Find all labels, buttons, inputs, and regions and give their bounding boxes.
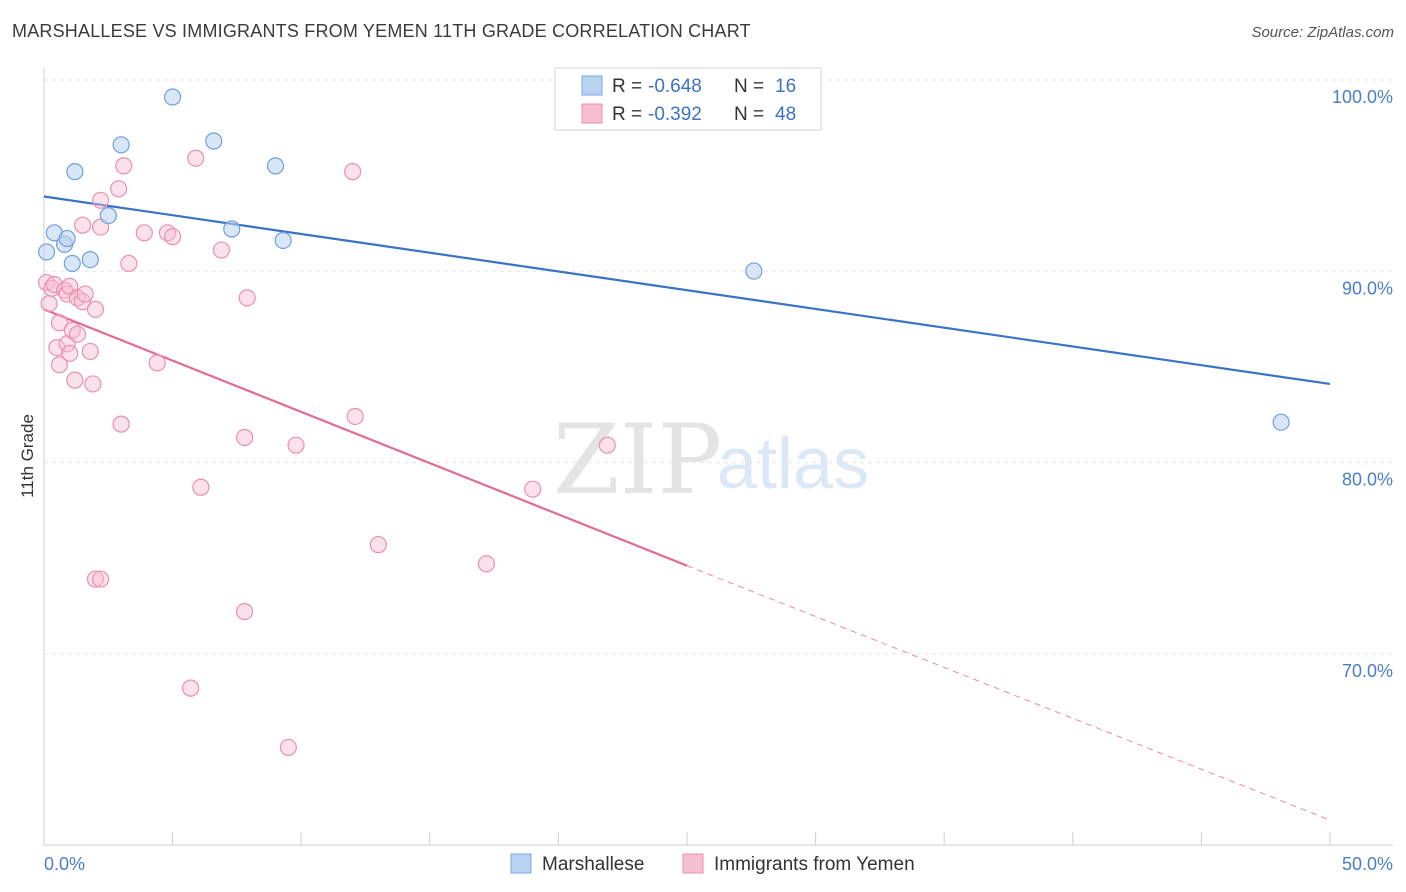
yemen-point-22 (86, 570, 105, 588)
stats-legend-n-value-2: 48 (775, 104, 796, 125)
yemen-point-40 (238, 289, 256, 307)
yemen-point-42 (287, 436, 305, 454)
watermark-atlas: atlas (717, 424, 869, 504)
y-tick-label-90: 90.0% (1342, 278, 1393, 298)
yemen-point-15 (68, 325, 87, 343)
yemen-point-19 (81, 342, 99, 361)
stats-legend-r-label-1: R = (612, 76, 642, 97)
marshallese-point-15 (1272, 413, 1290, 431)
chart-title: MARSHALLESE VS IMMIGRANTS FROM YEMEN 11T… (12, 21, 751, 41)
marshallese-point-4 (63, 254, 81, 273)
marshallese-point-10 (205, 132, 223, 150)
yemen-points (37, 149, 616, 757)
yemen-point-30 (135, 224, 153, 242)
yemen-point-44 (346, 407, 364, 426)
stats-legend-r-value-2: -0.392 (648, 104, 702, 125)
yemen-point-27 (112, 415, 130, 433)
marshallese-point-7 (99, 207, 117, 225)
x-tick-label-max: 50.0% (1342, 854, 1393, 874)
legend-label-yemen: Immigrants from Yemen (714, 854, 915, 875)
series-legend: Marshallese Immigrants from Yemen (510, 853, 915, 875)
marshallese-point-8 (112, 136, 130, 154)
trend-lines (43, 195, 1331, 821)
yemen-point-47 (524, 480, 542, 498)
yemen-point-37 (212, 241, 231, 259)
yemen-point-33 (164, 228, 182, 246)
yemen-point-16 (73, 216, 92, 234)
marshallese-point-14 (745, 262, 763, 280)
stats-legend-r-label-2: R = (612, 104, 642, 125)
watermark: ZIP atlas (553, 404, 869, 516)
legend-swatch-yemen (682, 853, 704, 874)
yemen-point-25 (91, 570, 110, 588)
yemen-point-1 (40, 295, 58, 313)
stats-legend-n-value-1: 16 (775, 76, 796, 97)
y-tick-label-70: 70.0% (1342, 661, 1393, 681)
yemen-point-6 (50, 356, 69, 374)
yemen-point-10 (61, 344, 79, 362)
watermark-zip: ZIP (553, 404, 722, 516)
marshallese-point-6 (81, 251, 99, 269)
chart-source: Source: ZipAtlas.com (1251, 24, 1394, 41)
marshallese-point-3 (58, 229, 76, 248)
yemen-point-46 (477, 555, 495, 573)
trend-line-marshallese (43, 195, 1331, 386)
yemen-point-24 (91, 191, 110, 209)
yemen-point-21 (86, 300, 105, 318)
yemen-point-41 (279, 738, 297, 757)
marshallese-point-11 (223, 220, 241, 238)
yemen-point-13 (66, 371, 84, 389)
marshallese-point-13 (274, 231, 292, 250)
yemen-point-18 (76, 285, 94, 303)
yemen-point-34 (182, 679, 200, 697)
yemen-point-43 (344, 163, 362, 181)
yemen-point-31 (148, 354, 166, 372)
yemen-point-26 (109, 180, 128, 198)
y-tick-label-100: 100.0% (1332, 87, 1393, 107)
marshallese-point-12 (266, 157, 285, 175)
marshallese-point-5 (66, 163, 84, 181)
legend-label-marshallese: Marshallese (542, 854, 644, 875)
yemen-point-29 (120, 254, 138, 273)
x-ticks (43, 832, 1331, 845)
trend-line-yemen (43, 308, 688, 567)
yemen-point-39 (236, 428, 254, 447)
x-tick-label-min: 0.0% (44, 854, 85, 874)
gridlines (44, 79, 1393, 655)
stats-legend-swatch-marshallese (581, 75, 603, 96)
stats-legend-swatch-yemen (581, 103, 603, 124)
stats-legend-r-value-1: -0.648 (648, 76, 702, 97)
yemen-point-35 (187, 149, 205, 167)
yemen-point-20 (84, 375, 102, 393)
yemen-point-28 (115, 157, 133, 175)
y-axis-title: 11th Grade (18, 414, 37, 498)
trend-line-yemen-extension (686, 565, 1331, 821)
marshallese-point-0 (37, 243, 56, 261)
stats-legend: R = -0.648 N = 16 R = -0.392 N = 48 (554, 67, 822, 131)
legend-swatch-marshallese (510, 853, 532, 874)
yemen-point-38 (236, 602, 254, 621)
yemen-point-45 (369, 536, 387, 554)
marshallese-point-9 (164, 88, 182, 106)
stats-legend-n-label-2: N = (734, 104, 764, 125)
marshallese-points (37, 88, 1290, 431)
y-tick-label-80: 80.0% (1342, 470, 1393, 490)
yemen-point-48 (598, 436, 616, 454)
yemen-point-36 (192, 478, 210, 496)
yemen-point-5 (50, 314, 69, 332)
y-tick-labels: 100.0% 90.0% 80.0% 70.0% (1332, 87, 1393, 681)
stats-legend-n-label-1: N = (734, 76, 764, 97)
